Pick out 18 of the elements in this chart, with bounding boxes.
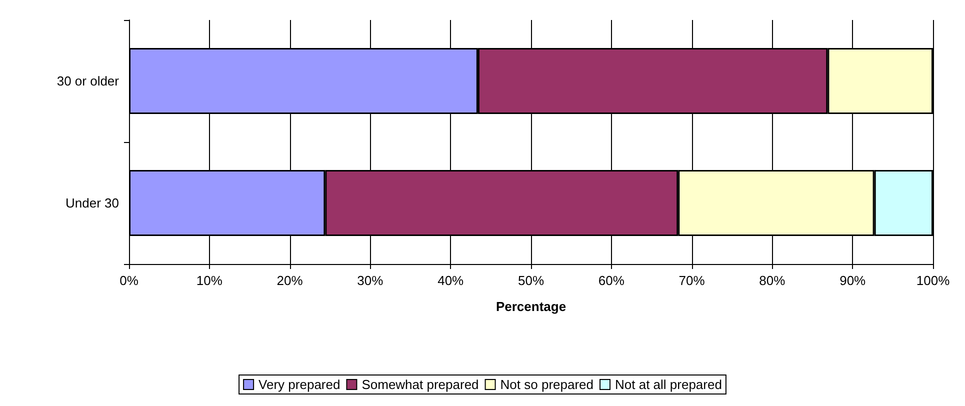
x-tick-label: 20% [276,273,304,288]
x-tick-label: 50% [518,273,544,288]
x-axis-title: Percentage [496,299,566,314]
x-tick-label: 70% [678,273,706,288]
y-tick-label: Under 30 [66,196,119,210]
x-tick-label: 10% [196,273,223,288]
x-tick-label: 60% [598,273,625,288]
legend-label: Somewhat prepared [362,377,479,392]
x-tick-label: 100% [916,273,950,288]
legend-label: Not so prepared [500,377,594,392]
x-tick-label: 90% [840,273,866,288]
x-tick-label: 30% [357,273,384,288]
y-tick-label: 30 or older [56,74,120,88]
legend-label: Not at all prepared [615,377,722,392]
legend-label: Very prepared [258,377,340,392]
x-tick-label: 80% [759,273,786,288]
x-tick-label: 0% [120,273,139,288]
x-tick-label: 40% [438,273,464,288]
